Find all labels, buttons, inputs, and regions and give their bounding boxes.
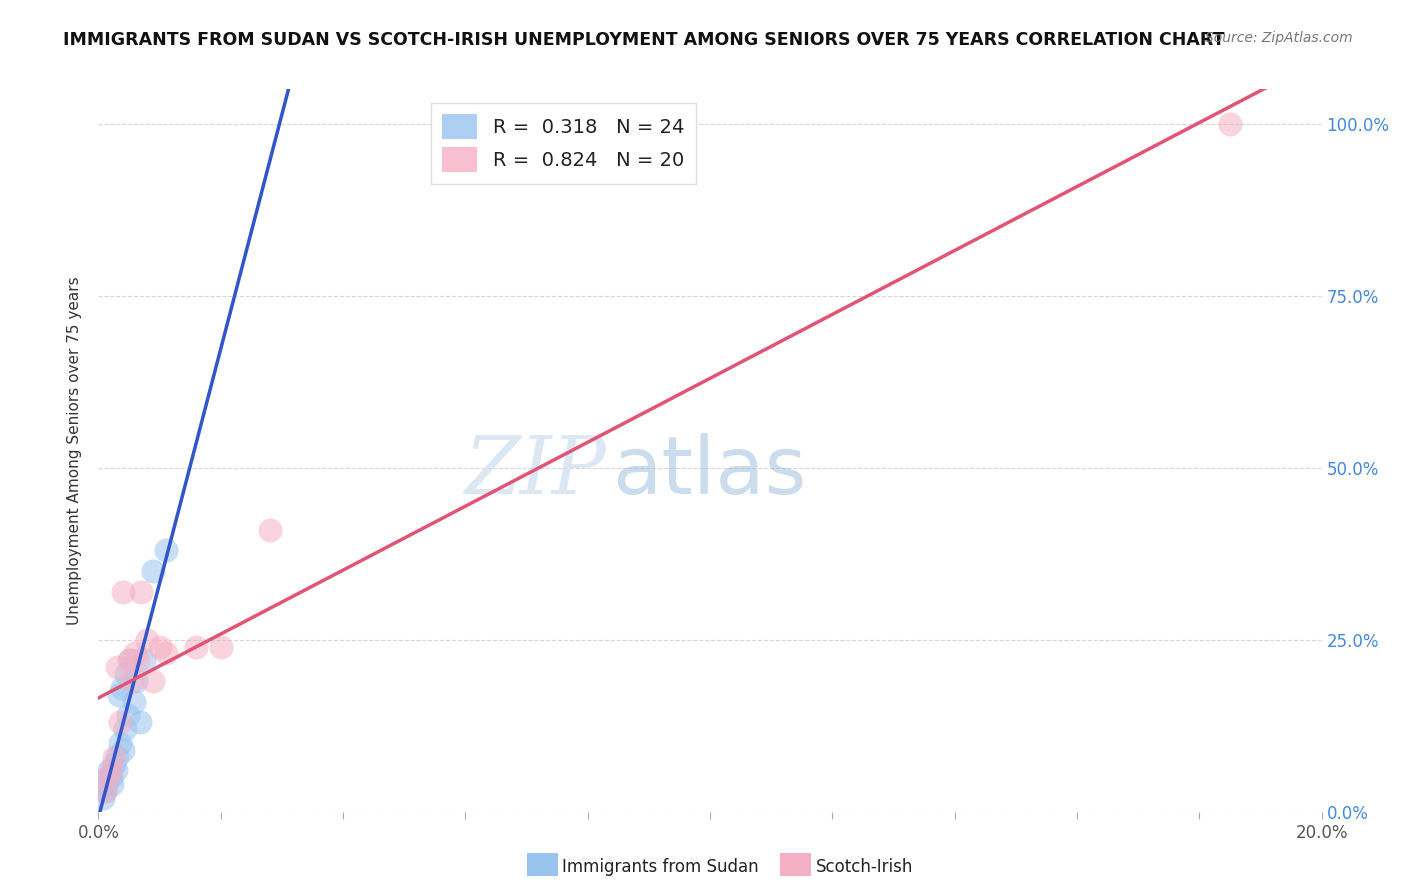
Point xyxy=(97,770,120,784)
Point xyxy=(134,653,156,667)
Point xyxy=(93,784,115,798)
Point xyxy=(91,791,114,805)
Point xyxy=(121,673,143,688)
Point xyxy=(129,584,152,599)
Point xyxy=(142,564,165,578)
Point xyxy=(97,770,120,784)
Point xyxy=(103,756,125,771)
Point xyxy=(142,673,165,688)
Legend: R =  0.318   N = 24, R =  0.824   N = 20: R = 0.318 N = 24, R = 0.824 N = 20 xyxy=(430,103,696,184)
Point xyxy=(117,708,139,723)
Text: IMMIGRANTS FROM SUDAN VS SCOTCH-IRISH UNEMPLOYMENT AMONG SENIORS OVER 75 YEARS C: IMMIGRANTS FROM SUDAN VS SCOTCH-IRISH UN… xyxy=(63,31,1225,49)
Point xyxy=(96,777,118,791)
Y-axis label: Unemployment Among Seniors over 75 years: Unemployment Among Seniors over 75 years xyxy=(67,277,83,624)
Text: ZIP: ZIP xyxy=(464,434,606,511)
Point xyxy=(149,640,172,654)
Point xyxy=(107,688,129,702)
Point xyxy=(93,784,115,798)
Point xyxy=(103,749,125,764)
Point xyxy=(1219,117,1241,131)
Point xyxy=(155,543,177,558)
Text: Immigrants from Sudan: Immigrants from Sudan xyxy=(562,858,759,876)
Point xyxy=(259,523,281,537)
Point xyxy=(155,647,177,661)
Point xyxy=(124,647,146,661)
Point xyxy=(105,660,128,674)
Point xyxy=(108,736,131,750)
Point xyxy=(136,632,159,647)
Point xyxy=(118,653,141,667)
Point xyxy=(186,640,208,654)
Point xyxy=(100,770,122,784)
Point xyxy=(114,722,136,736)
Point xyxy=(101,777,124,791)
Point xyxy=(100,764,122,778)
Point xyxy=(105,749,128,764)
Point xyxy=(104,764,127,778)
Point xyxy=(129,715,152,730)
Point xyxy=(111,743,134,757)
Point xyxy=(98,764,121,778)
Point xyxy=(111,584,134,599)
Point xyxy=(120,653,142,667)
Point xyxy=(209,640,232,654)
Point xyxy=(111,681,134,695)
Text: Scotch-Irish: Scotch-Irish xyxy=(815,858,912,876)
Point xyxy=(108,715,131,730)
Point xyxy=(125,673,148,688)
Text: atlas: atlas xyxy=(612,434,807,511)
Point xyxy=(115,667,138,681)
Point xyxy=(122,695,145,709)
Text: Source: ZipAtlas.com: Source: ZipAtlas.com xyxy=(1205,31,1353,45)
Point xyxy=(127,653,149,667)
